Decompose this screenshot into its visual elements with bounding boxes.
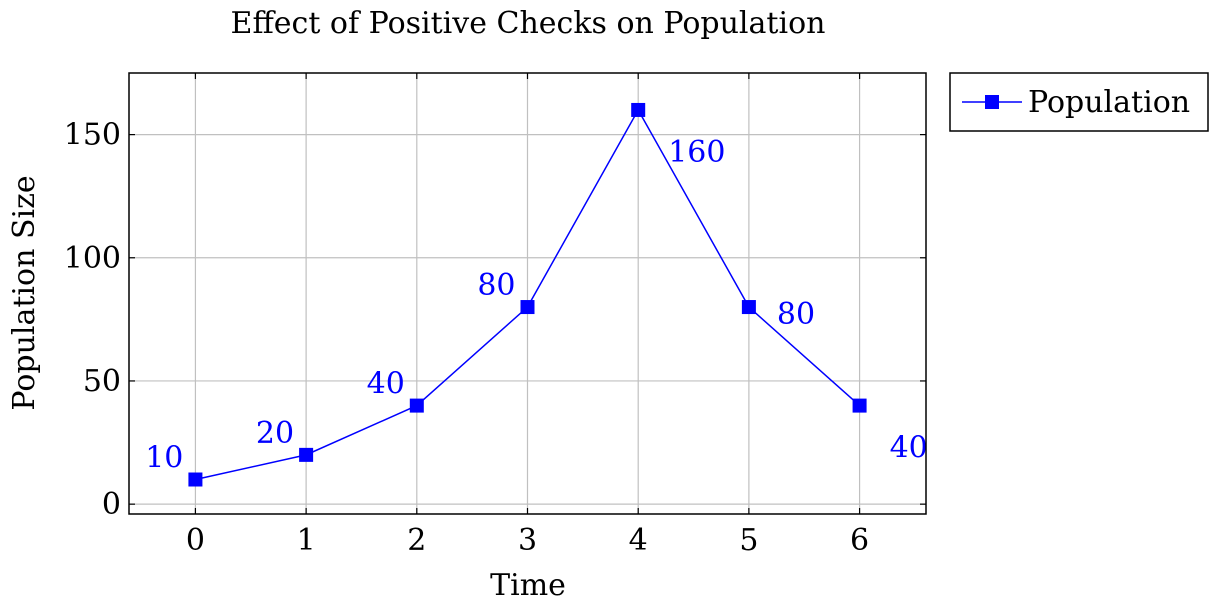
legend-marker [985,95,999,109]
data-point [852,398,867,413]
data-point [741,300,756,315]
data-point [188,472,203,487]
x-tick-label: 2 [407,523,426,558]
x-tick-label: 3 [518,523,537,558]
series-layer [188,102,867,487]
chart-title: Effect of Positive Checks on Population [231,6,826,41]
data-label: 20 [256,416,294,451]
data-point [299,447,314,462]
data-label: 40 [890,431,928,466]
data-label: 160 [668,135,725,170]
y-tick-label: 150 [64,118,121,153]
legend: Population [949,72,1209,132]
y-tick-label: 0 [102,487,121,522]
data-point [520,300,535,315]
data-point [631,102,646,117]
x-tick-label: 0 [186,523,205,558]
x-tick-label: 1 [297,523,316,558]
data-label: 80 [777,297,815,332]
y-axis: 0 50 100 150 [64,118,926,522]
grid [129,73,926,514]
legend-entry-population: Population [1028,85,1190,120]
data-point [409,398,424,413]
data-label: 40 [367,367,405,402]
y-tick-label: 100 [64,241,121,276]
data-labels: 10 20 40 80 160 80 40 [145,135,928,476]
x-tick-label: 6 [850,523,869,558]
x-axis-label: Time [490,568,566,603]
y-tick-label: 50 [83,364,121,399]
data-label: 10 [145,441,183,476]
x-tick-label: 5 [739,523,758,558]
x-tick-label: 4 [629,523,648,558]
x-axis: 0 1 2 3 4 5 6 [186,73,869,558]
data-label: 80 [477,268,515,303]
y-axis-label: Population Size [7,175,42,410]
